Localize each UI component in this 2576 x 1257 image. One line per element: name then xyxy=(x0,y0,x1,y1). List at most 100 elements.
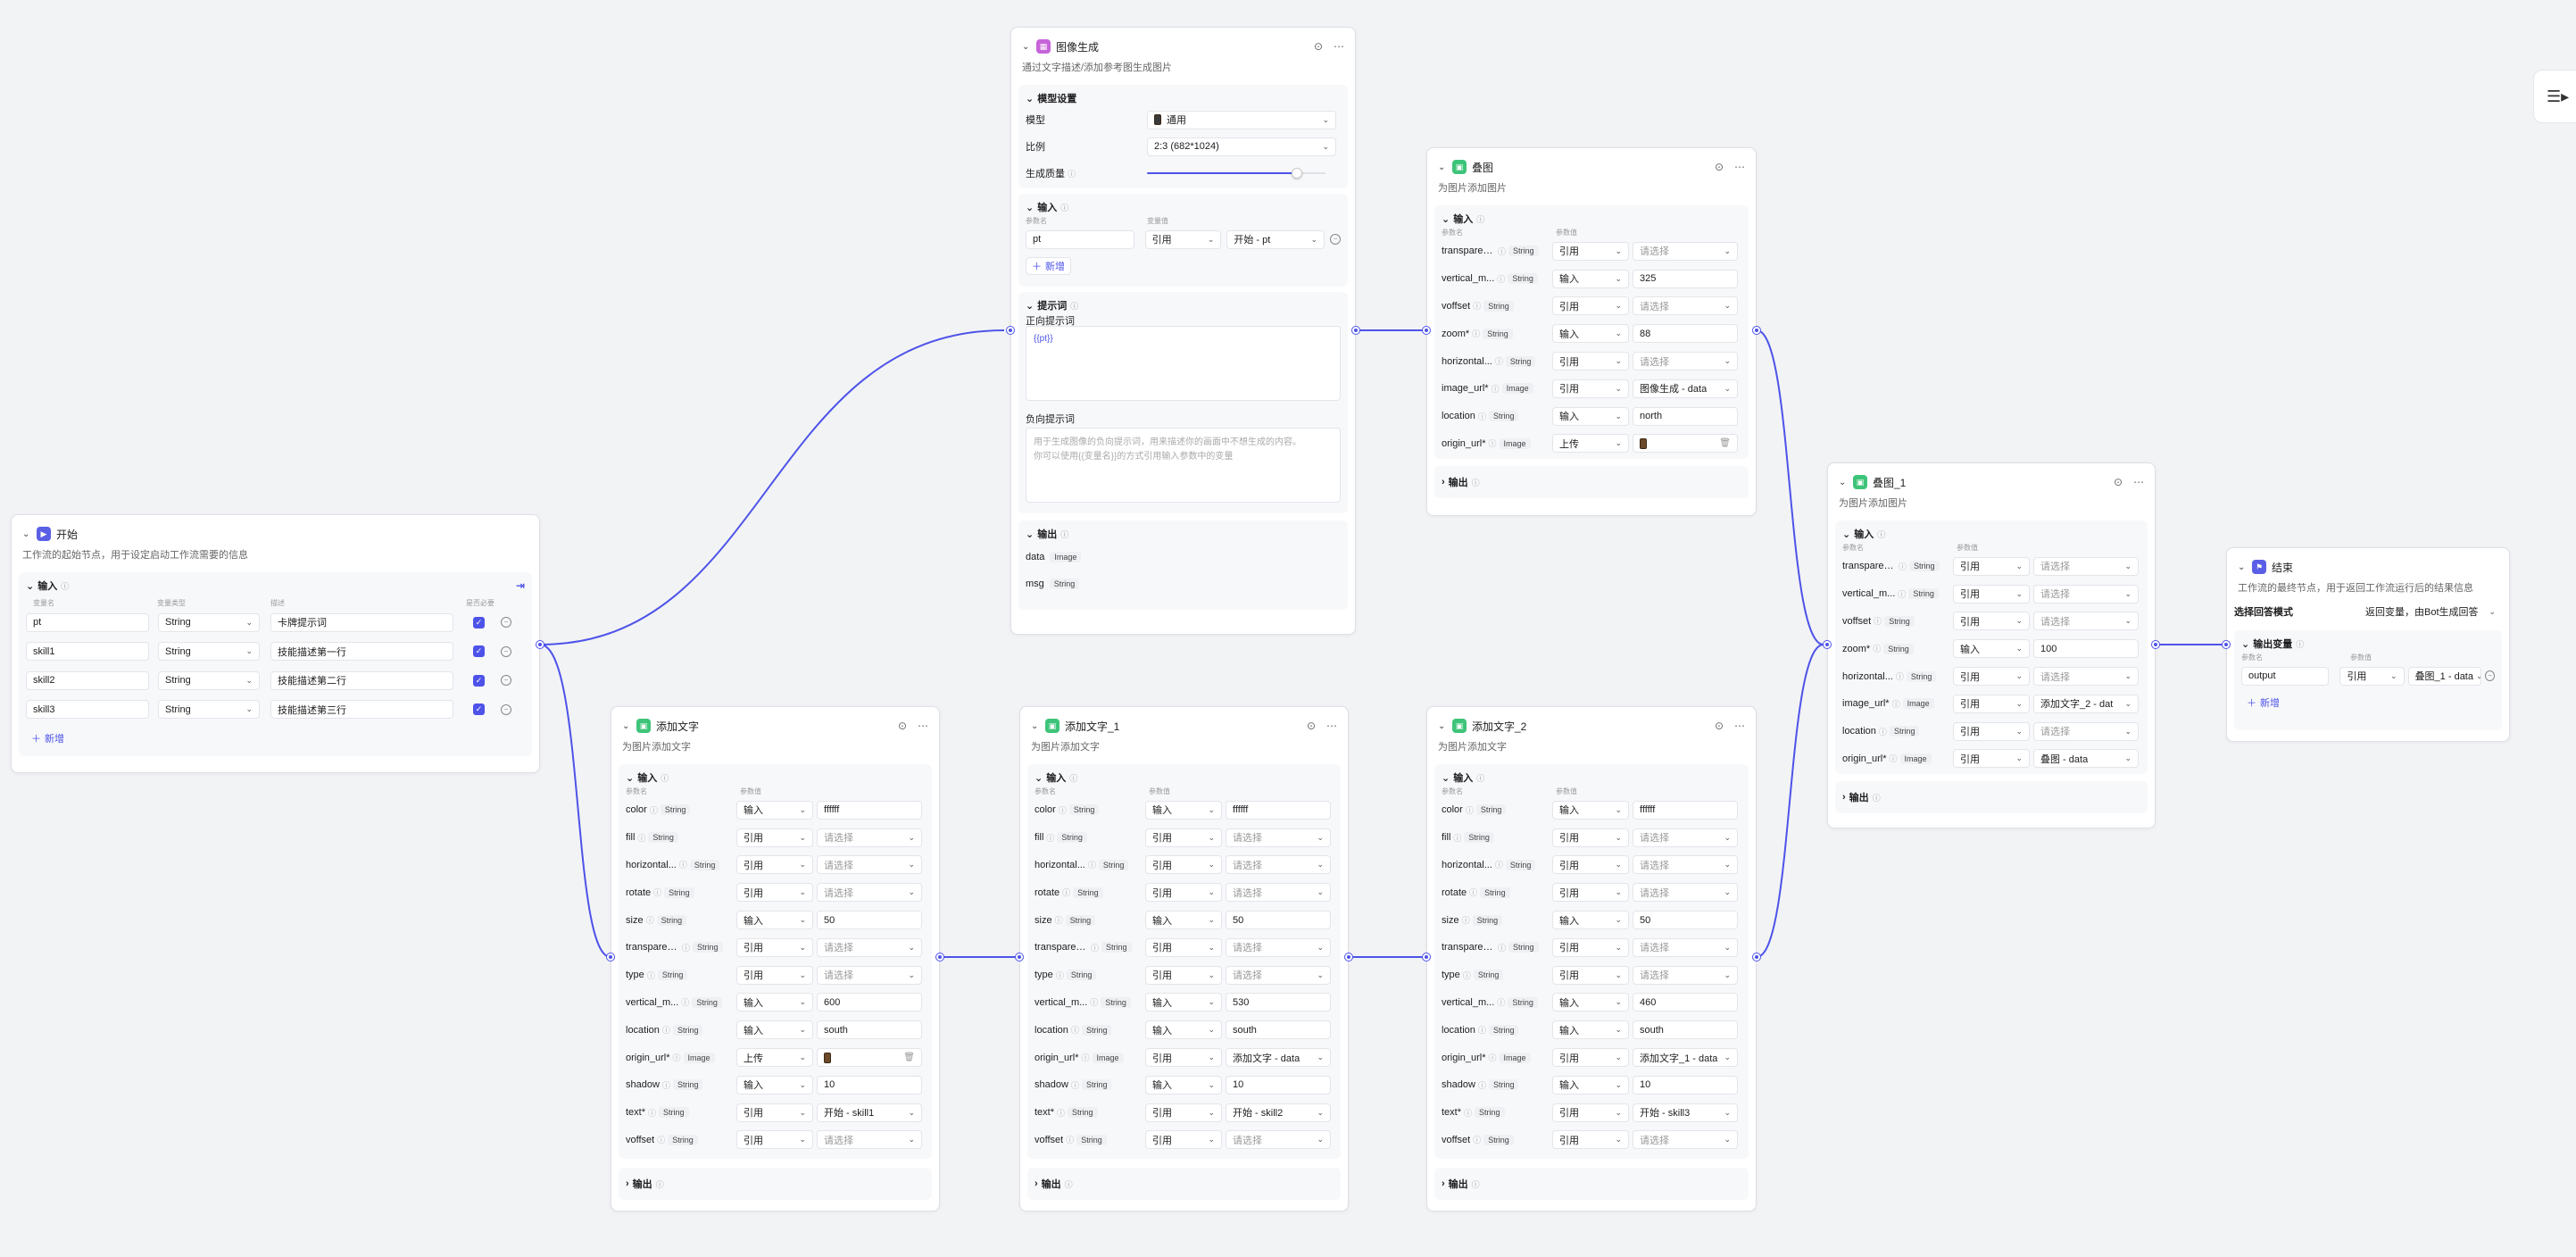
value-input[interactable]: 10 xyxy=(1633,1075,1738,1095)
value-mode-select[interactable]: 引用 ⌄ xyxy=(1552,965,1629,985)
value-input[interactable]: 100 xyxy=(2033,639,2139,659)
value-reference-select[interactable]: 开始 - skill2 ⌄ xyxy=(1226,1103,1331,1122)
run-icon[interactable]: ⊙ xyxy=(1306,720,1316,732)
value-reference-select[interactable]: 请选择 ⌄ xyxy=(1633,855,1738,875)
value-mode-select[interactable]: 引用 ⌄ xyxy=(1953,584,2030,604)
model-select[interactable]: 通用 ⌄ xyxy=(1147,110,1336,129)
value-reference-select[interactable]: 请选择 ⌄ xyxy=(1633,937,1738,957)
input-port[interactable] xyxy=(1423,327,1430,334)
more-icon[interactable]: ⋯ xyxy=(1734,720,1745,732)
value-input[interactable]: 88 xyxy=(1633,324,1738,344)
remove-icon[interactable]: − xyxy=(501,645,511,657)
value-mode-select[interactable]: 输入 ⌄ xyxy=(1145,800,1222,820)
collapse-chevron-icon[interactable]: ⌄ xyxy=(1026,202,1035,213)
add-variable-button[interactable]: ＋新增 xyxy=(31,734,64,745)
value-mode-select[interactable]: 引用 ⌄ xyxy=(1953,721,2030,741)
value-mode-select[interactable]: 引用 ⌄ xyxy=(736,965,813,985)
collapse-chevron-icon[interactable]: ⌄ xyxy=(1026,300,1035,312)
value-mode-select[interactable]: 引用 ⌄ xyxy=(1145,965,1222,985)
value-mode-select[interactable]: 输入 ⌄ xyxy=(1145,911,1222,930)
add-output-button[interactable]: ＋新增 xyxy=(2247,697,2280,709)
positive-prompt-textarea[interactable]: {{pt}} xyxy=(1026,326,1341,401)
value-reference-select[interactable]: 请选择 ⌄ xyxy=(1226,828,1331,847)
value-input[interactable]: 460 xyxy=(1633,993,1738,1012)
value-reference-select[interactable]: 开始 - pt ⌄ xyxy=(1226,229,1325,249)
remove-icon[interactable]: − xyxy=(501,675,511,687)
value-input[interactable]: south xyxy=(1633,1020,1738,1040)
value-mode-select[interactable]: 引用 ⌄ xyxy=(736,883,813,903)
end-node[interactable]: ⌄ ⚑ 结束 工作流的最终节点，用于返回工作流运行后的结果信息 选择回答模式 返… xyxy=(2226,547,2510,742)
remove-icon[interactable]: − xyxy=(501,703,511,715)
value-reference-select[interactable]: 请选择 ⌄ xyxy=(1633,965,1738,985)
trash-icon[interactable]: 🗑 xyxy=(1719,438,1731,449)
value-mode-select[interactable]: 引用 ⌄ xyxy=(1145,1103,1222,1122)
value-mode-select[interactable]: 引用 ⌄ xyxy=(736,1130,813,1150)
variable-description-input[interactable]: 技能描述第一行 xyxy=(270,642,453,662)
overlay-node[interactable]: ⌄ ▣ 叠图 ⊙ ⋯ 为图片添加图片 ⌄ 输入 ⓘ 参数名 参数值 transpare… xyxy=(1426,147,1757,516)
value-mode-select[interactable]: 引用 ⌄ xyxy=(1953,667,2030,687)
add-text-2-node[interactable]: ⌄ ▣ 添加文字_2 ⊙ ⋯ 为图片添加文字 ⌄ 输入 ⓘ 参数名 参数值 color… xyxy=(1426,706,1757,1211)
value-input[interactable]: south xyxy=(1226,1020,1331,1040)
output-port[interactable] xyxy=(936,953,943,961)
value-mode-select[interactable]: 引用 ⌄ xyxy=(1552,241,1629,261)
slider-handle[interactable] xyxy=(1292,168,1302,179)
run-icon[interactable]: ⊙ xyxy=(1714,161,1724,173)
collapse-chevron-icon[interactable]: ⌄ xyxy=(1438,162,1446,172)
value-reference-select[interactable]: 开始 - skill3 ⌄ xyxy=(1633,1103,1738,1122)
collapse-chevron-icon[interactable]: ⌄ xyxy=(1026,93,1035,104)
variable-name-input[interactable]: skill2 xyxy=(26,670,149,690)
value-mode-select[interactable]: 输入 ⌄ xyxy=(1145,1075,1222,1095)
required-checkbox[interactable]: ✓ xyxy=(473,674,485,687)
image-upload-field[interactable]: 🗑 xyxy=(817,1048,922,1068)
value-input[interactable]: 600 xyxy=(817,993,922,1012)
value-mode-select[interactable]: 引用 ⌄ xyxy=(1552,937,1629,957)
variable-description-input[interactable]: 技能描述第三行 xyxy=(270,700,453,720)
value-input[interactable]: 50 xyxy=(817,911,922,930)
value-input[interactable]: south xyxy=(817,1020,922,1040)
value-reference-select[interactable]: 请选择 ⌄ xyxy=(817,965,922,985)
image-upload-field[interactable]: 🗑 xyxy=(1633,434,1738,454)
value-reference-select[interactable]: 请选择 ⌄ xyxy=(817,828,922,847)
value-reference-select[interactable]: 请选择 ⌄ xyxy=(1633,828,1738,847)
value-reference-select[interactable]: 请选择 ⌄ xyxy=(1226,965,1331,985)
value-mode-select[interactable]: 引用 ⌄ xyxy=(1552,828,1629,847)
value-input[interactable]: 10 xyxy=(1226,1075,1331,1095)
value-reference-select[interactable]: 请选择 ⌄ xyxy=(2033,584,2139,604)
output-name-input[interactable]: output xyxy=(2241,666,2330,686)
run-icon[interactable]: ⊙ xyxy=(897,720,907,732)
value-mode-select[interactable]: 引用 ⌄ xyxy=(1552,352,1629,371)
more-icon[interactable]: ⋯ xyxy=(918,720,928,732)
value-mode-select[interactable]: 输入 ⌄ xyxy=(1552,324,1629,344)
value-mode-select[interactable]: 输入 ⌄ xyxy=(1145,993,1222,1012)
variable-type-select[interactable]: String ⌄ xyxy=(158,700,260,720)
value-reference-select[interactable]: 请选择 ⌄ xyxy=(2033,667,2139,687)
value-mode-select[interactable]: 引用 ⌄ xyxy=(1552,379,1629,398)
expand-chevron-icon[interactable]: › xyxy=(1035,1178,1038,1189)
value-mode-select[interactable]: 引用 ⌄ xyxy=(1552,1130,1629,1150)
run-icon[interactable]: ⊙ xyxy=(1714,720,1724,732)
value-input[interactable]: ffffff xyxy=(1633,800,1738,820)
collapse-chevron-icon[interactable]: ⌄ xyxy=(1022,41,1030,52)
input-port[interactable] xyxy=(1016,953,1023,961)
value-reference-select[interactable]: 请选择 ⌄ xyxy=(1633,883,1738,903)
value-mode-select[interactable]: 引用 ⌄ xyxy=(1552,883,1629,903)
collapse-chevron-icon[interactable]: ⌄ xyxy=(22,529,30,539)
import-icon[interactable]: ⇥ xyxy=(515,579,525,592)
value-mode-select[interactable]: 输入 ⌄ xyxy=(736,1075,813,1095)
collapse-chevron-icon[interactable]: ⌄ xyxy=(1442,213,1450,225)
value-mode-select[interactable]: 输入 ⌄ xyxy=(1552,993,1629,1012)
value-reference-select[interactable]: 请选择 ⌄ xyxy=(817,855,922,875)
remove-icon[interactable]: − xyxy=(501,617,511,628)
variable-type-select[interactable]: String ⌄ xyxy=(158,612,260,632)
value-input[interactable]: 530 xyxy=(1226,993,1331,1012)
value-reference-select[interactable]: 请选择 ⌄ xyxy=(1226,1130,1331,1150)
required-checkbox[interactable]: ✓ xyxy=(473,703,485,716)
value-reference-select[interactable]: 请选择 ⌄ xyxy=(817,937,922,957)
collapse-chevron-icon[interactable]: ⌄ xyxy=(1442,772,1450,784)
variable-name-input[interactable]: skill1 xyxy=(26,642,149,662)
value-mode-select[interactable]: 引用 ⌄ xyxy=(1552,296,1629,316)
required-checkbox[interactable]: ✓ xyxy=(473,645,485,658)
value-mode-select[interactable]: 引用 ⌄ xyxy=(2339,666,2405,686)
remove-icon[interactable]: − xyxy=(2485,670,2495,682)
value-mode-select[interactable]: 引用 ⌄ xyxy=(1552,1103,1629,1122)
